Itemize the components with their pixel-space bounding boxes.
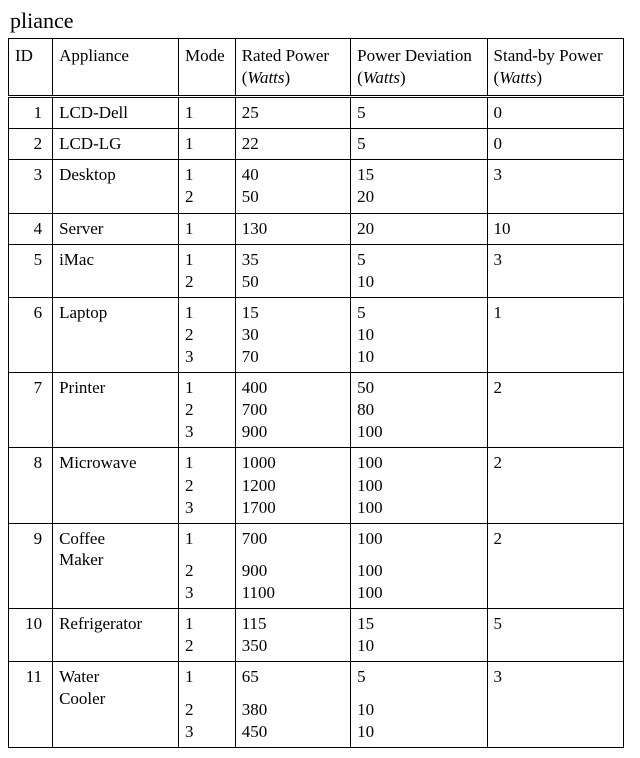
cell-power-deviation: 20	[351, 213, 487, 244]
cell-id: 2	[9, 129, 53, 160]
appliance-power-table: ID Appliance Mode Rated Power(Watts) Pow…	[8, 38, 624, 748]
table-row: 2LCD-LG12250	[9, 129, 624, 160]
cell-standby-power: 5	[487, 609, 623, 662]
cell-id: 4	[9, 213, 53, 244]
cell-appliance: iMac	[53, 244, 179, 297]
cell-id: 9	[9, 523, 53, 608]
cell-appliance: Laptop	[53, 297, 179, 372]
cell-mode: 1	[179, 97, 236, 129]
cell-rated-power: 700 9001100	[235, 523, 350, 608]
cell-appliance: CoffeeMaker	[53, 523, 179, 608]
cell-rated-power: 115350	[235, 609, 350, 662]
cell-power-deviation: 5	[351, 129, 487, 160]
cell-mode: 123	[179, 297, 236, 372]
table-header-row: ID Appliance Mode Rated Power(Watts) Pow…	[9, 39, 624, 97]
table-caption: pliance	[10, 8, 632, 34]
cell-standby-power: 0	[487, 129, 623, 160]
cell-power-deviation: 100100100	[351, 448, 487, 523]
cell-rated-power: 25	[235, 97, 350, 129]
cell-mode: 1	[179, 129, 236, 160]
cell-mode: 1 23	[179, 523, 236, 608]
table-row: 3Desktop12405015203	[9, 160, 624, 213]
table-row: 8Microwave1231000120017001001001002	[9, 448, 624, 523]
cell-standby-power: 10	[487, 213, 623, 244]
cell-power-deviation: 5	[351, 97, 487, 129]
cell-appliance: Microwave	[53, 448, 179, 523]
cell-appliance: LCD-Dell	[53, 97, 179, 129]
cell-appliance: Server	[53, 213, 179, 244]
cell-standby-power: 2	[487, 373, 623, 448]
cell-mode: 123	[179, 448, 236, 523]
col-appliance: Appliance	[53, 39, 179, 97]
cell-standby-power: 0	[487, 97, 623, 129]
cell-standby-power: 2	[487, 523, 623, 608]
cell-power-deviation: 510	[351, 244, 487, 297]
cell-id: 5	[9, 244, 53, 297]
cell-power-deviation: 5080100	[351, 373, 487, 448]
col-mode: Mode	[179, 39, 236, 97]
cell-id: 1	[9, 97, 53, 129]
cell-mode: 123	[179, 373, 236, 448]
cell-rated-power: 130	[235, 213, 350, 244]
table-row: 5iMac1235505103	[9, 244, 624, 297]
cell-rated-power: 65 380450	[235, 662, 350, 747]
cell-mode: 12	[179, 160, 236, 213]
cell-appliance: Refrigerator	[53, 609, 179, 662]
cell-rated-power: 100012001700	[235, 448, 350, 523]
cell-mode: 1 23	[179, 662, 236, 747]
cell-rated-power: 3550	[235, 244, 350, 297]
col-id: ID	[9, 39, 53, 97]
cell-standby-power: 3	[487, 244, 623, 297]
table-row: 11WaterCooler1 2365 3804505 10103	[9, 662, 624, 747]
table-row: 9CoffeeMaker1 23700 9001100100 1001002	[9, 523, 624, 608]
cell-appliance: Desktop	[53, 160, 179, 213]
cell-id: 11	[9, 662, 53, 747]
cell-appliance: Printer	[53, 373, 179, 448]
table-row: 6Laptop123153070510101	[9, 297, 624, 372]
cell-standby-power: 3	[487, 160, 623, 213]
table-row: 4Server11302010	[9, 213, 624, 244]
col-standby-power: Stand-by Power(Watts)	[487, 39, 623, 97]
cell-id: 7	[9, 373, 53, 448]
cell-power-deviation: 1520	[351, 160, 487, 213]
cell-mode: 12	[179, 609, 236, 662]
cell-standby-power: 3	[487, 662, 623, 747]
cell-id: 10	[9, 609, 53, 662]
col-power-deviation: Power Deviation(Watts)	[351, 39, 487, 97]
cell-id: 8	[9, 448, 53, 523]
cell-rated-power: 22	[235, 129, 350, 160]
table-row: 7Printer12340070090050801002	[9, 373, 624, 448]
cell-id: 3	[9, 160, 53, 213]
cell-rated-power: 4050	[235, 160, 350, 213]
cell-power-deviation: 51010	[351, 297, 487, 372]
cell-rated-power: 153070	[235, 297, 350, 372]
cell-id: 6	[9, 297, 53, 372]
cell-mode: 12	[179, 244, 236, 297]
table-row: 1LCD-Dell12550	[9, 97, 624, 129]
cell-power-deviation: 100 100100	[351, 523, 487, 608]
cell-standby-power: 1	[487, 297, 623, 372]
cell-power-deviation: 1510	[351, 609, 487, 662]
cell-appliance: LCD-LG	[53, 129, 179, 160]
col-rated-power: Rated Power(Watts)	[235, 39, 350, 97]
cell-mode: 1	[179, 213, 236, 244]
cell-rated-power: 400700900	[235, 373, 350, 448]
table-row: 10Refrigerator1211535015105	[9, 609, 624, 662]
cell-standby-power: 2	[487, 448, 623, 523]
cell-power-deviation: 5 1010	[351, 662, 487, 747]
cell-appliance: WaterCooler	[53, 662, 179, 747]
